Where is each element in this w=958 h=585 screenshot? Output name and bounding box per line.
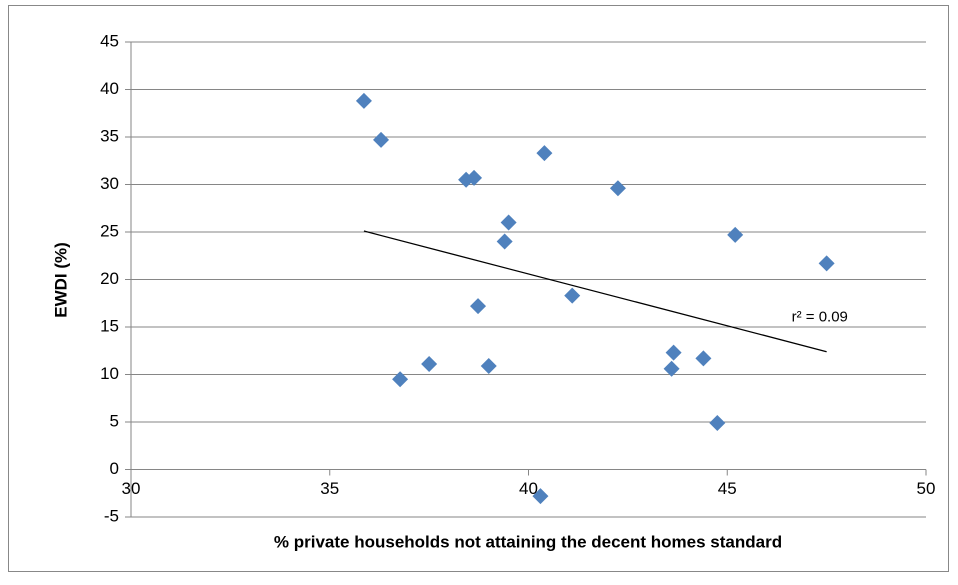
point [609,180,626,197]
trendline-label: r² = 0.09 [792,309,848,326]
y-tick-label: 20 [100,269,119,288]
point [355,92,372,109]
point [663,360,680,377]
y-tick-label: 45 [100,31,119,50]
point [500,214,517,231]
x-tick-label: 30 [122,479,141,498]
y-tick-label: 10 [100,364,119,383]
point [665,344,682,361]
point [727,226,744,243]
point [466,169,483,186]
y-tick-label: 40 [100,79,119,98]
point [536,145,553,162]
chart-border [8,5,949,572]
point [421,356,438,373]
point [532,488,549,505]
x-tick-label: 50 [917,479,936,498]
point [695,350,712,367]
y-tick-label: 15 [100,316,119,335]
point [818,255,835,272]
point [470,298,487,315]
y-tick-label: 0 [110,459,119,478]
point [373,131,390,148]
y-tick-label: -5 [104,506,119,525]
point [709,414,726,431]
y-tick-label: 35 [100,126,119,145]
y-axis-label: EWDI (%) [51,242,70,318]
x-tick-label: 40 [519,479,538,498]
point [392,371,409,388]
y-tick-label: 30 [100,174,119,193]
x-tick-label: 35 [320,479,339,498]
x-tick-label: 45 [718,479,737,498]
point [480,357,497,374]
trendline [363,230,827,353]
point [496,233,513,250]
x-axis-label: % private households not attaining the d… [274,532,782,551]
point [564,287,581,304]
y-tick-label: 5 [110,411,119,430]
y-tick-label: 25 [100,221,119,240]
